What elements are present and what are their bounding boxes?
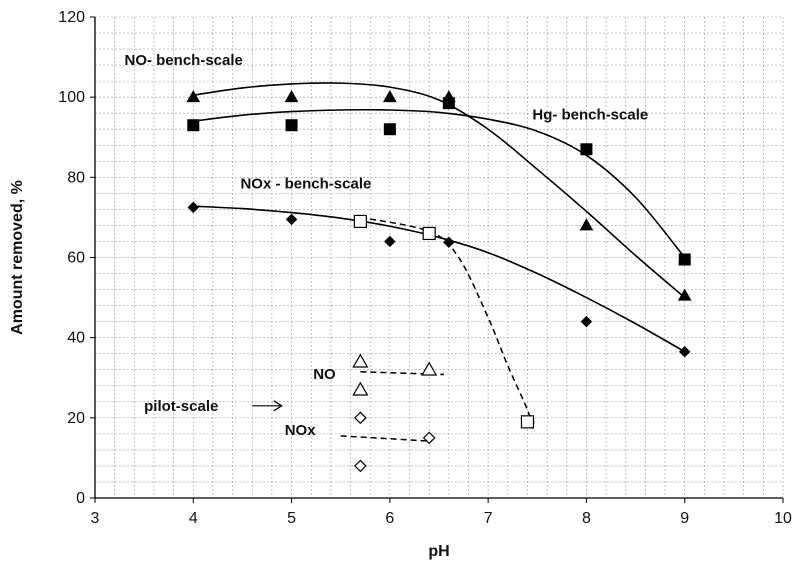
fit-curves [193, 82, 686, 442]
open-square-marker [353, 214, 367, 229]
annotations: NO- bench-scale Hg- bench-scale NOx - benc… [124, 52, 648, 439]
x-tick-label: 10 [774, 510, 792, 527]
curve-4 [360, 216, 534, 429]
open-diamond-marker [354, 459, 367, 473]
filled-diamond-marker [384, 235, 396, 248]
filled-triangle-marker [579, 218, 594, 231]
y-tick-label: 40 [67, 330, 85, 347]
annotation-label: NOx [285, 422, 317, 439]
filled-square-marker [580, 143, 593, 156]
filled-diamond-marker [580, 315, 593, 328]
annotation-label: NO- bench-scale [124, 52, 242, 69]
filled-diamond-marker [443, 236, 455, 248]
x-tick-label: 9 [680, 510, 689, 527]
filled-square-marker [187, 119, 200, 132]
y-tick-label: 120 [58, 9, 85, 26]
x-tick-label: 4 [189, 510, 198, 527]
filled-square-marker [285, 119, 298, 132]
annotation-label: pilot-scale [144, 398, 218, 415]
filled-diamond-marker [187, 201, 199, 214]
filled-triangle-marker [382, 90, 397, 103]
data-points [186, 90, 692, 473]
curve-6 [340, 435, 430, 442]
open-triangle-marker [352, 381, 369, 396]
x-tick-label: 8 [582, 510, 591, 527]
annotation-label: Hg- bench-scale [532, 107, 648, 124]
filled-square-marker [383, 123, 396, 136]
y-tick-label: 0 [76, 490, 85, 507]
filled-diamond-marker [679, 345, 691, 358]
filled-diamond-marker [285, 213, 298, 226]
curve-1 [193, 82, 686, 299]
open-diamond-marker [354, 411, 367, 425]
open-square-marker [422, 226, 436, 241]
open-square-marker [520, 415, 535, 429]
curve-5 [360, 370, 444, 376]
y-tick-label: 60 [67, 250, 85, 267]
filled-square-marker [678, 253, 691, 266]
open-triangle-marker [421, 361, 438, 376]
pilot-scale-arrow-head [273, 400, 283, 412]
curve-3 [193, 205, 686, 353]
curve-2 [193, 108, 686, 259]
axes [90, 16, 784, 503]
y-axis-label: Amount removed, % [9, 180, 26, 335]
x-tick-label: 5 [287, 510, 296, 527]
annotation-label: NOx - bench-scale [240, 176, 371, 193]
open-diamond-marker [422, 431, 436, 445]
open-triangle-marker [352, 353, 369, 368]
x-tick-label: 7 [484, 510, 493, 527]
filled-triangle-marker [186, 90, 201, 103]
y-tick-label: 80 [67, 169, 85, 186]
y-tick-label: 20 [67, 410, 85, 427]
y-tick-label: 100 [58, 89, 85, 106]
filled-square-marker [442, 97, 455, 110]
annotation-label: NO [313, 366, 336, 383]
filled-triangle-marker [284, 90, 299, 103]
x-tick-label: 6 [385, 510, 394, 527]
x-axis-label: pH [428, 543, 449, 560]
x-tick-label: 3 [91, 510, 100, 527]
filled-triangle-marker [677, 288, 692, 301]
